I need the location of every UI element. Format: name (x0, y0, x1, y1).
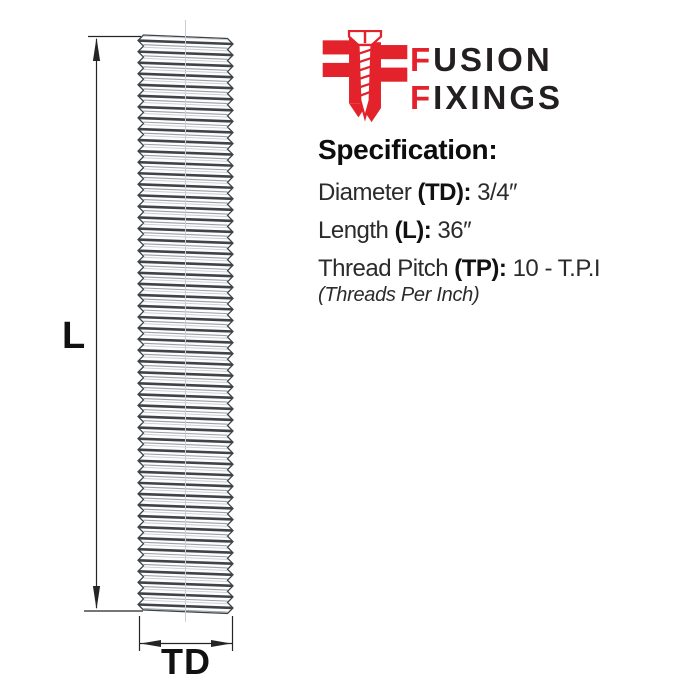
spec-row-diameter: Diameter (TD): 3/4″ (318, 174, 648, 212)
brand-rest: IXINGS (433, 79, 564, 116)
spec-key: (L): (394, 217, 432, 244)
brand-line-fusion: FUSION (410, 41, 563, 79)
spec-row-length: Length (L): 36″ (318, 212, 648, 250)
spec-label: Diameter (318, 179, 412, 206)
diameter-dimension-label: TD (161, 641, 211, 682)
brand-initial: F (410, 79, 434, 116)
brand-wordmark: FUSION FIXINGS (410, 41, 563, 117)
spec-key: (TD): (417, 179, 472, 206)
spec-key: (TP): (454, 255, 507, 282)
screw-icon (347, 30, 383, 122)
spec-note: (Threads Per Inch) (318, 284, 480, 306)
fusion-fixings-logo-icon (322, 30, 408, 123)
spec-label: Length (318, 217, 389, 244)
specification-heading: Specification: (318, 134, 498, 165)
spec-value: 3/4″ (477, 179, 518, 206)
specification-block: Specification: Diameter (TD): 3/4″ Lengt… (318, 134, 648, 307)
threaded-rod-drawing (84, 20, 234, 651)
brand-line-fixings: FIXINGS (410, 79, 563, 117)
spec-value: 10 - T.P.I (512, 255, 601, 282)
spec-row-thread-pitch: Thread Pitch (TP): 10 - T.P.I (318, 250, 648, 288)
length-dimension-label: L (62, 315, 86, 357)
brand-rest: USION (433, 41, 553, 78)
brand-initial: F (410, 41, 434, 78)
spec-label: Thread Pitch (318, 255, 449, 282)
spec-value: 36″ (437, 217, 472, 244)
